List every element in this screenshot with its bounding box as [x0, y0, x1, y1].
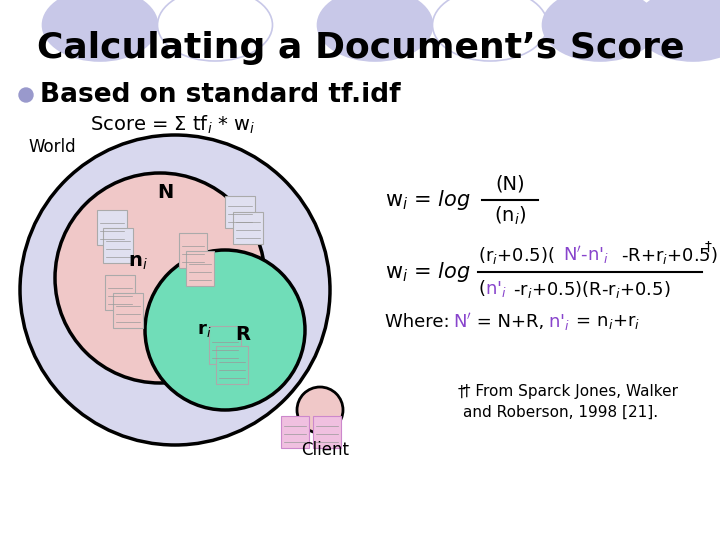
Text: = n$_i$+r$_i$: = n$_i$+r$_i$: [570, 313, 640, 331]
Text: n$_i$: n$_i$: [128, 253, 148, 272]
Circle shape: [19, 88, 33, 102]
Ellipse shape: [158, 0, 272, 61]
Text: N: N: [157, 183, 173, 201]
Text: †: †: [458, 384, 466, 400]
Text: -R+r$_i$+0.5): -R+r$_i$+0.5): [621, 245, 718, 266]
Ellipse shape: [542, 0, 657, 61]
Circle shape: [55, 173, 265, 383]
Ellipse shape: [433, 0, 547, 61]
Bar: [225, 196, 255, 228]
Circle shape: [297, 387, 343, 433]
Text: n$'_i$: n$'_i$: [485, 279, 507, 299]
Bar: [216, 346, 248, 384]
Text: Based on standard tf.idf: Based on standard tf.idf: [40, 82, 400, 108]
Text: World: World: [28, 138, 76, 156]
Bar: [103, 227, 133, 262]
Text: N$'$-n$'_i$: N$'$-n$'_i$: [563, 244, 609, 266]
Bar: [179, 233, 207, 267]
Bar: [233, 212, 263, 244]
Circle shape: [20, 135, 330, 445]
Text: w$_i$ = $\it{log}$: w$_i$ = $\it{log}$: [385, 260, 471, 284]
Bar: [105, 274, 135, 309]
Bar: [186, 251, 214, 286]
Circle shape: [145, 250, 305, 410]
Text: Score = $\Sigma$ tf$_i$ * w$_i$: Score = $\Sigma$ tf$_i$ * w$_i$: [90, 114, 256, 136]
Text: r$_i$: r$_i$: [197, 321, 211, 339]
Text: Calculating a Document’s Score: Calculating a Document’s Score: [37, 31, 685, 65]
Bar: [97, 210, 127, 245]
Text: (N): (N): [495, 174, 525, 193]
Bar: [113, 293, 143, 327]
Bar: [313, 416, 341, 448]
Text: R: R: [235, 326, 251, 345]
Text: w$_i$ = $\it{log}$: w$_i$ = $\it{log}$: [385, 188, 471, 212]
Ellipse shape: [42, 0, 158, 61]
Text: (n$_i$): (n$_i$): [494, 205, 526, 227]
Text: $\dagger$: $\dagger$: [704, 240, 713, 254]
Text: (: (: [478, 280, 485, 298]
Text: N$'$: N$'$: [453, 313, 472, 332]
Text: † From Sparck Jones, Walker
and Roberson, 1998 [21].: † From Sparck Jones, Walker and Roberson…: [463, 384, 678, 420]
Text: = N+R,: = N+R,: [471, 313, 556, 331]
Text: Where:: Where:: [385, 313, 455, 331]
Text: n$'_i$: n$'_i$: [548, 312, 570, 332]
Ellipse shape: [636, 0, 720, 61]
Text: (r$_i$+0.5)(: (r$_i$+0.5)(: [478, 245, 555, 266]
Text: -r$_i$+0.5)(R-r$_i$+0.5): -r$_i$+0.5)(R-r$_i$+0.5): [513, 279, 670, 300]
Bar: [209, 326, 241, 364]
Text: Client: Client: [301, 441, 349, 459]
Bar: [281, 416, 309, 448]
Ellipse shape: [318, 0, 433, 61]
